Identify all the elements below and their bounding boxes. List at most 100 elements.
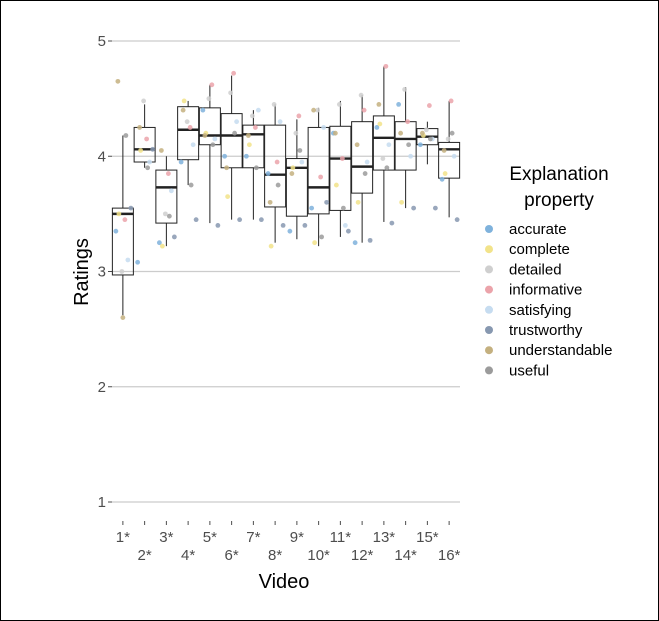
- box-body: [264, 124, 287, 208]
- box-body: [177, 106, 200, 161]
- box-video-12: [351, 95, 374, 243]
- point-trustworthy: [237, 217, 243, 223]
- y-tick-label: 3: [98, 264, 106, 281]
- point-understandable: [120, 315, 126, 320]
- point-understandable: [354, 142, 360, 148]
- point-complete: [225, 194, 231, 199]
- point-satisfying: [342, 223, 348, 228]
- box-video-16: [438, 100, 461, 218]
- point-informative: [426, 103, 432, 108]
- point-accurate: [200, 107, 206, 113]
- legend-label: satisfying: [509, 302, 572, 319]
- point-detailed: [293, 130, 299, 136]
- point-accurate: [352, 240, 358, 246]
- x-axis-title: Video: [259, 571, 310, 593]
- point-satisfying: [234, 119, 240, 125]
- point-accurate: [439, 176, 445, 182]
- point-satisfying: [168, 188, 174, 194]
- point-understandable: [311, 107, 317, 113]
- point-trustworthy: [193, 217, 199, 223]
- point-detailed: [184, 119, 190, 125]
- point-accurate: [178, 159, 184, 165]
- point-understandable: [398, 130, 404, 136]
- point-accurate: [309, 205, 315, 211]
- point-informative: [448, 98, 454, 104]
- box-body: [133, 126, 156, 163]
- legend-label: informative: [509, 282, 582, 299]
- x-tick-label: 6*: [225, 547, 239, 564]
- point-complete: [181, 98, 187, 104]
- point-complete: [377, 121, 383, 127]
- point-trustworthy: [432, 205, 438, 211]
- legend-title-line1: Explanation: [509, 164, 608, 185]
- x-tick-label: 1*: [116, 529, 130, 546]
- point-complete: [442, 171, 448, 176]
- box-video-10: [307, 107, 330, 247]
- box-video-3: [155, 156, 178, 247]
- box-video-13: [372, 66, 395, 222]
- point-complete: [312, 240, 318, 246]
- box-body: [307, 126, 330, 215]
- point-useful: [188, 182, 194, 188]
- point-detailed: [228, 90, 234, 96]
- legend-items: accurate complete detailed informative satis…: [485, 221, 612, 379]
- point-trustworthy: [171, 234, 177, 240]
- y-tick-label: 2: [98, 379, 106, 396]
- point-informative: [361, 107, 367, 113]
- box-body: [155, 169, 178, 224]
- point-understandable: [137, 125, 143, 130]
- legend: Explanation property accurate complete det…: [485, 164, 612, 379]
- point-satisfying: [299, 159, 305, 165]
- point-detailed: [336, 101, 342, 107]
- box-body: [394, 121, 417, 171]
- point-trustworthy: [345, 228, 351, 234]
- legend-label: trustworthy: [509, 322, 583, 339]
- point-complete: [246, 142, 252, 148]
- legend-label: complete: [509, 241, 570, 258]
- x-tick-label: 13*: [373, 529, 396, 546]
- point-satisfying: [386, 142, 392, 148]
- point-satisfying: [125, 257, 131, 263]
- point-informative: [231, 70, 237, 76]
- point-informative: [252, 125, 258, 130]
- point-useful: [123, 133, 129, 138]
- point-detailed: [206, 96, 212, 102]
- point-detailed: [380, 156, 386, 161]
- x-tick-label: 4*: [181, 547, 195, 564]
- point-useful: [449, 130, 455, 136]
- point-accurate: [222, 153, 228, 159]
- point-useful: [297, 148, 303, 153]
- x-tick-label: 5*: [203, 529, 217, 546]
- x-tick-label: 16*: [438, 547, 461, 564]
- point-useful: [210, 142, 216, 148]
- point-satisfying: [408, 153, 414, 159]
- legend-item-useful: useful: [485, 362, 549, 379]
- point-satisfying: [451, 153, 457, 159]
- legend-swatch: [485, 326, 493, 334]
- box-body: [198, 107, 221, 146]
- box-body: [438, 141, 461, 179]
- legend-label: understandable: [509, 342, 612, 359]
- legend-item-complete: complete: [485, 241, 570, 258]
- box-video-5: [198, 84, 221, 224]
- box-video-4: [177, 100, 200, 186]
- box-video-6: [220, 75, 243, 220]
- point-understandable: [289, 171, 295, 176]
- legend-swatch: [485, 285, 493, 294]
- point-informative: [187, 125, 193, 130]
- point-accurate: [156, 240, 162, 246]
- x-tick-label: 3*: [159, 529, 173, 546]
- legend-label: detailed: [509, 261, 562, 278]
- point-understandable: [267, 199, 273, 205]
- point-detailed: [402, 87, 408, 92]
- point-complete: [268, 243, 274, 249]
- point-useful: [319, 234, 325, 240]
- point-trustworthy: [280, 223, 286, 228]
- point-trustworthy: [324, 199, 330, 205]
- point-trustworthy: [367, 237, 373, 243]
- x-tick-label: 7*: [246, 529, 260, 546]
- legend-swatch: [485, 366, 493, 375]
- point-useful: [406, 142, 412, 148]
- point-informative: [165, 171, 171, 176]
